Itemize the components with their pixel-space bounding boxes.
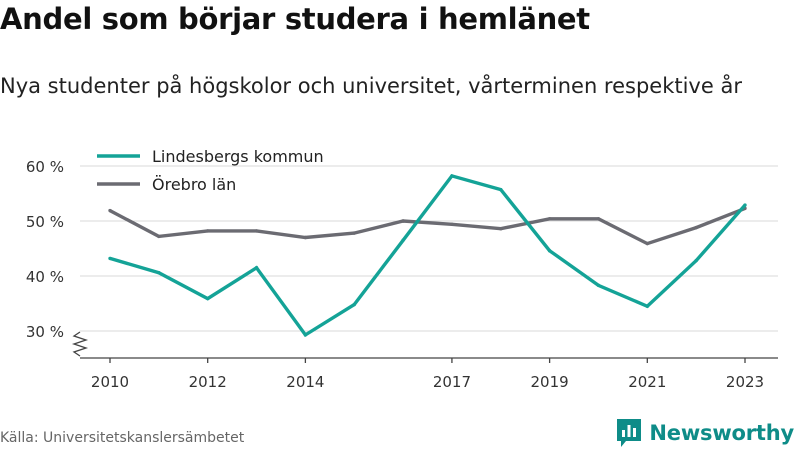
data-point (401, 219, 404, 222)
legend-label: Lindesbergs kommun (152, 147, 324, 166)
y-tick-label: 60 % (26, 158, 64, 176)
x-tick-label: 2017 (433, 373, 471, 391)
x-tick-label: 2023 (726, 373, 764, 391)
line-chart: 30 % 40 % 50 % 60 % 2010 2012 2014 2017 2019 2021… (0, 0, 800, 450)
data-point (304, 333, 307, 336)
data-point (108, 209, 111, 212)
data-point (255, 229, 258, 232)
data-point (255, 266, 258, 269)
brand-name: Newsworthy (649, 421, 794, 445)
data-point (108, 257, 111, 260)
data-point (499, 227, 502, 230)
x-tick-label: 2019 (531, 373, 569, 391)
data-point (353, 303, 356, 306)
y-tick-label: 40 % (26, 268, 64, 286)
series-line-lindesbergs-kommun (110, 176, 745, 335)
y-tick-label: 50 % (26, 213, 64, 231)
x-tick-label: 2021 (628, 373, 666, 391)
data-point (548, 249, 551, 252)
data-point (694, 226, 697, 229)
series-line-orebro-lan (110, 208, 745, 243)
source-note: Källa: Universitetskanslersämbetet (0, 430, 244, 446)
data-point (206, 297, 209, 300)
x-tick-label: 2012 (189, 373, 227, 391)
data-point (450, 174, 453, 177)
data-point (206, 229, 209, 232)
data-point (157, 271, 160, 274)
data-point (597, 284, 600, 287)
bar-chart-logo-icon (617, 419, 641, 447)
data-point (157, 235, 160, 238)
data-point (646, 242, 649, 245)
data-point (353, 231, 356, 234)
brand-logo: Newsworthy (617, 419, 794, 447)
data-point (401, 239, 404, 242)
data-point (743, 203, 746, 206)
x-tick-label: 2010 (91, 373, 129, 391)
y-tick-label: 30 % (26, 323, 64, 341)
axis-break-icon (74, 332, 86, 356)
x-tick-label: 2014 (286, 373, 324, 391)
data-point (597, 217, 600, 220)
data-point (548, 217, 551, 220)
data-point (694, 259, 697, 262)
data-point (304, 236, 307, 239)
legend-label: Örebro län (152, 175, 236, 194)
data-point (450, 223, 453, 226)
data-point (646, 305, 649, 308)
data-point (499, 188, 502, 191)
